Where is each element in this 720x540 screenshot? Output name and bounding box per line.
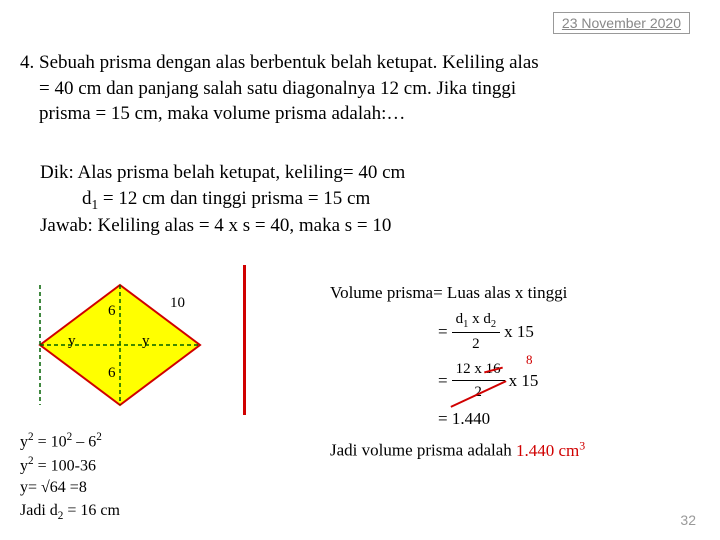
strike16: 16 (486, 358, 501, 381)
f1d: 2 (452, 333, 501, 356)
label-bottom-6: 6 (108, 365, 116, 382)
m1: = 10 (34, 433, 67, 450)
p2: = 100-36 (34, 457, 96, 474)
formula-row2: = 12 x 16 2 x 15 8 (438, 358, 585, 404)
label-10: 10 (170, 295, 185, 312)
d-symbol: d (82, 188, 92, 209)
conc-pre: Jadi volume prisma adalah (330, 441, 516, 460)
question-line2: = 40 cm dan panjang salah satu diagonaln… (39, 78, 516, 99)
date-box: 23 November 2020 (553, 12, 690, 34)
t15a: x 15 (504, 319, 534, 345)
jadi-d: Jadi d (20, 502, 58, 519)
given-line1: Dik: Alas prisma belah ketupat, keliling… (40, 160, 405, 186)
label-y-left: y (68, 333, 76, 350)
question-line3: prisma = 15 cm, maka volume prisma adala… (39, 103, 405, 124)
question-block: 4. Sebuah prisma dengan alas berbentuk b… (20, 50, 700, 127)
given-line3: Jawab: Keliling alas = 4 x s = 40, maka … (40, 213, 405, 239)
formula-row1: = d1 x d2 2 x 15 (438, 308, 585, 356)
red-divider (243, 265, 246, 415)
calc-l4: Jadi d2 = 16 cm (20, 500, 120, 525)
y2: y (20, 457, 28, 474)
frac1: d1 x d2 2 (452, 308, 501, 356)
f1s2: 2 (491, 319, 496, 330)
rhombus-diagram: 6 6 10 y y (30, 275, 210, 425)
frac2: 12 x 16 2 (452, 358, 505, 404)
f2d: 2 (452, 381, 505, 404)
result-1440: = 1.440 (438, 406, 490, 432)
formula-block: Volume prisma= Luas alas x tinggi = d1 x… (330, 280, 585, 463)
given-block: Dik: Alas prisma belah ketupat, keliling… (40, 160, 405, 239)
t15b: x 15 (509, 368, 539, 394)
sup3: 2 (96, 431, 102, 443)
f2n: 12 x (456, 361, 486, 377)
y1: y (20, 433, 28, 450)
f1n2: x d (468, 311, 491, 327)
question-line1: Sebuah prisma dengan alas berbentuk bela… (39, 52, 539, 73)
d-rest: = 12 cm dan tinggi prisma = 15 cm (98, 188, 370, 209)
calc-l3: y= √64 =8 (20, 477, 120, 499)
m2: – 6 (72, 433, 96, 450)
conc-sup: 3 (579, 438, 585, 452)
simplify-8: 8 (526, 350, 533, 370)
slide-number: 32 (680, 512, 696, 528)
calc-left-block: y2 = 102 – 62 y2 = 100-36 y= √64 =8 Jadi… (20, 430, 120, 525)
label-y-right: y (142, 333, 150, 350)
formula-row3: = 1.440 (438, 406, 585, 432)
given-line2: d1 = 12 cm dan tinggi prisma = 15 cm (82, 186, 405, 214)
calc-l1: y2 = 102 – 62 (20, 430, 120, 454)
label-top-6: 6 (108, 303, 116, 320)
f1n1: d (456, 311, 464, 327)
formula-title: Volume prisma= Luas alas x tinggi (330, 280, 585, 306)
eq2: = (438, 368, 448, 394)
rhombus-svg (30, 275, 220, 425)
eq1: = (438, 319, 448, 345)
calc-l2: y2 = 100-36 (20, 454, 120, 478)
d2post: = 16 cm (63, 502, 120, 519)
conc-val: 1.440 cm (516, 441, 579, 460)
conclusion: Jadi volume prisma adalah 1.440 cm3 (330, 437, 585, 463)
question-number: 4. (20, 52, 34, 73)
